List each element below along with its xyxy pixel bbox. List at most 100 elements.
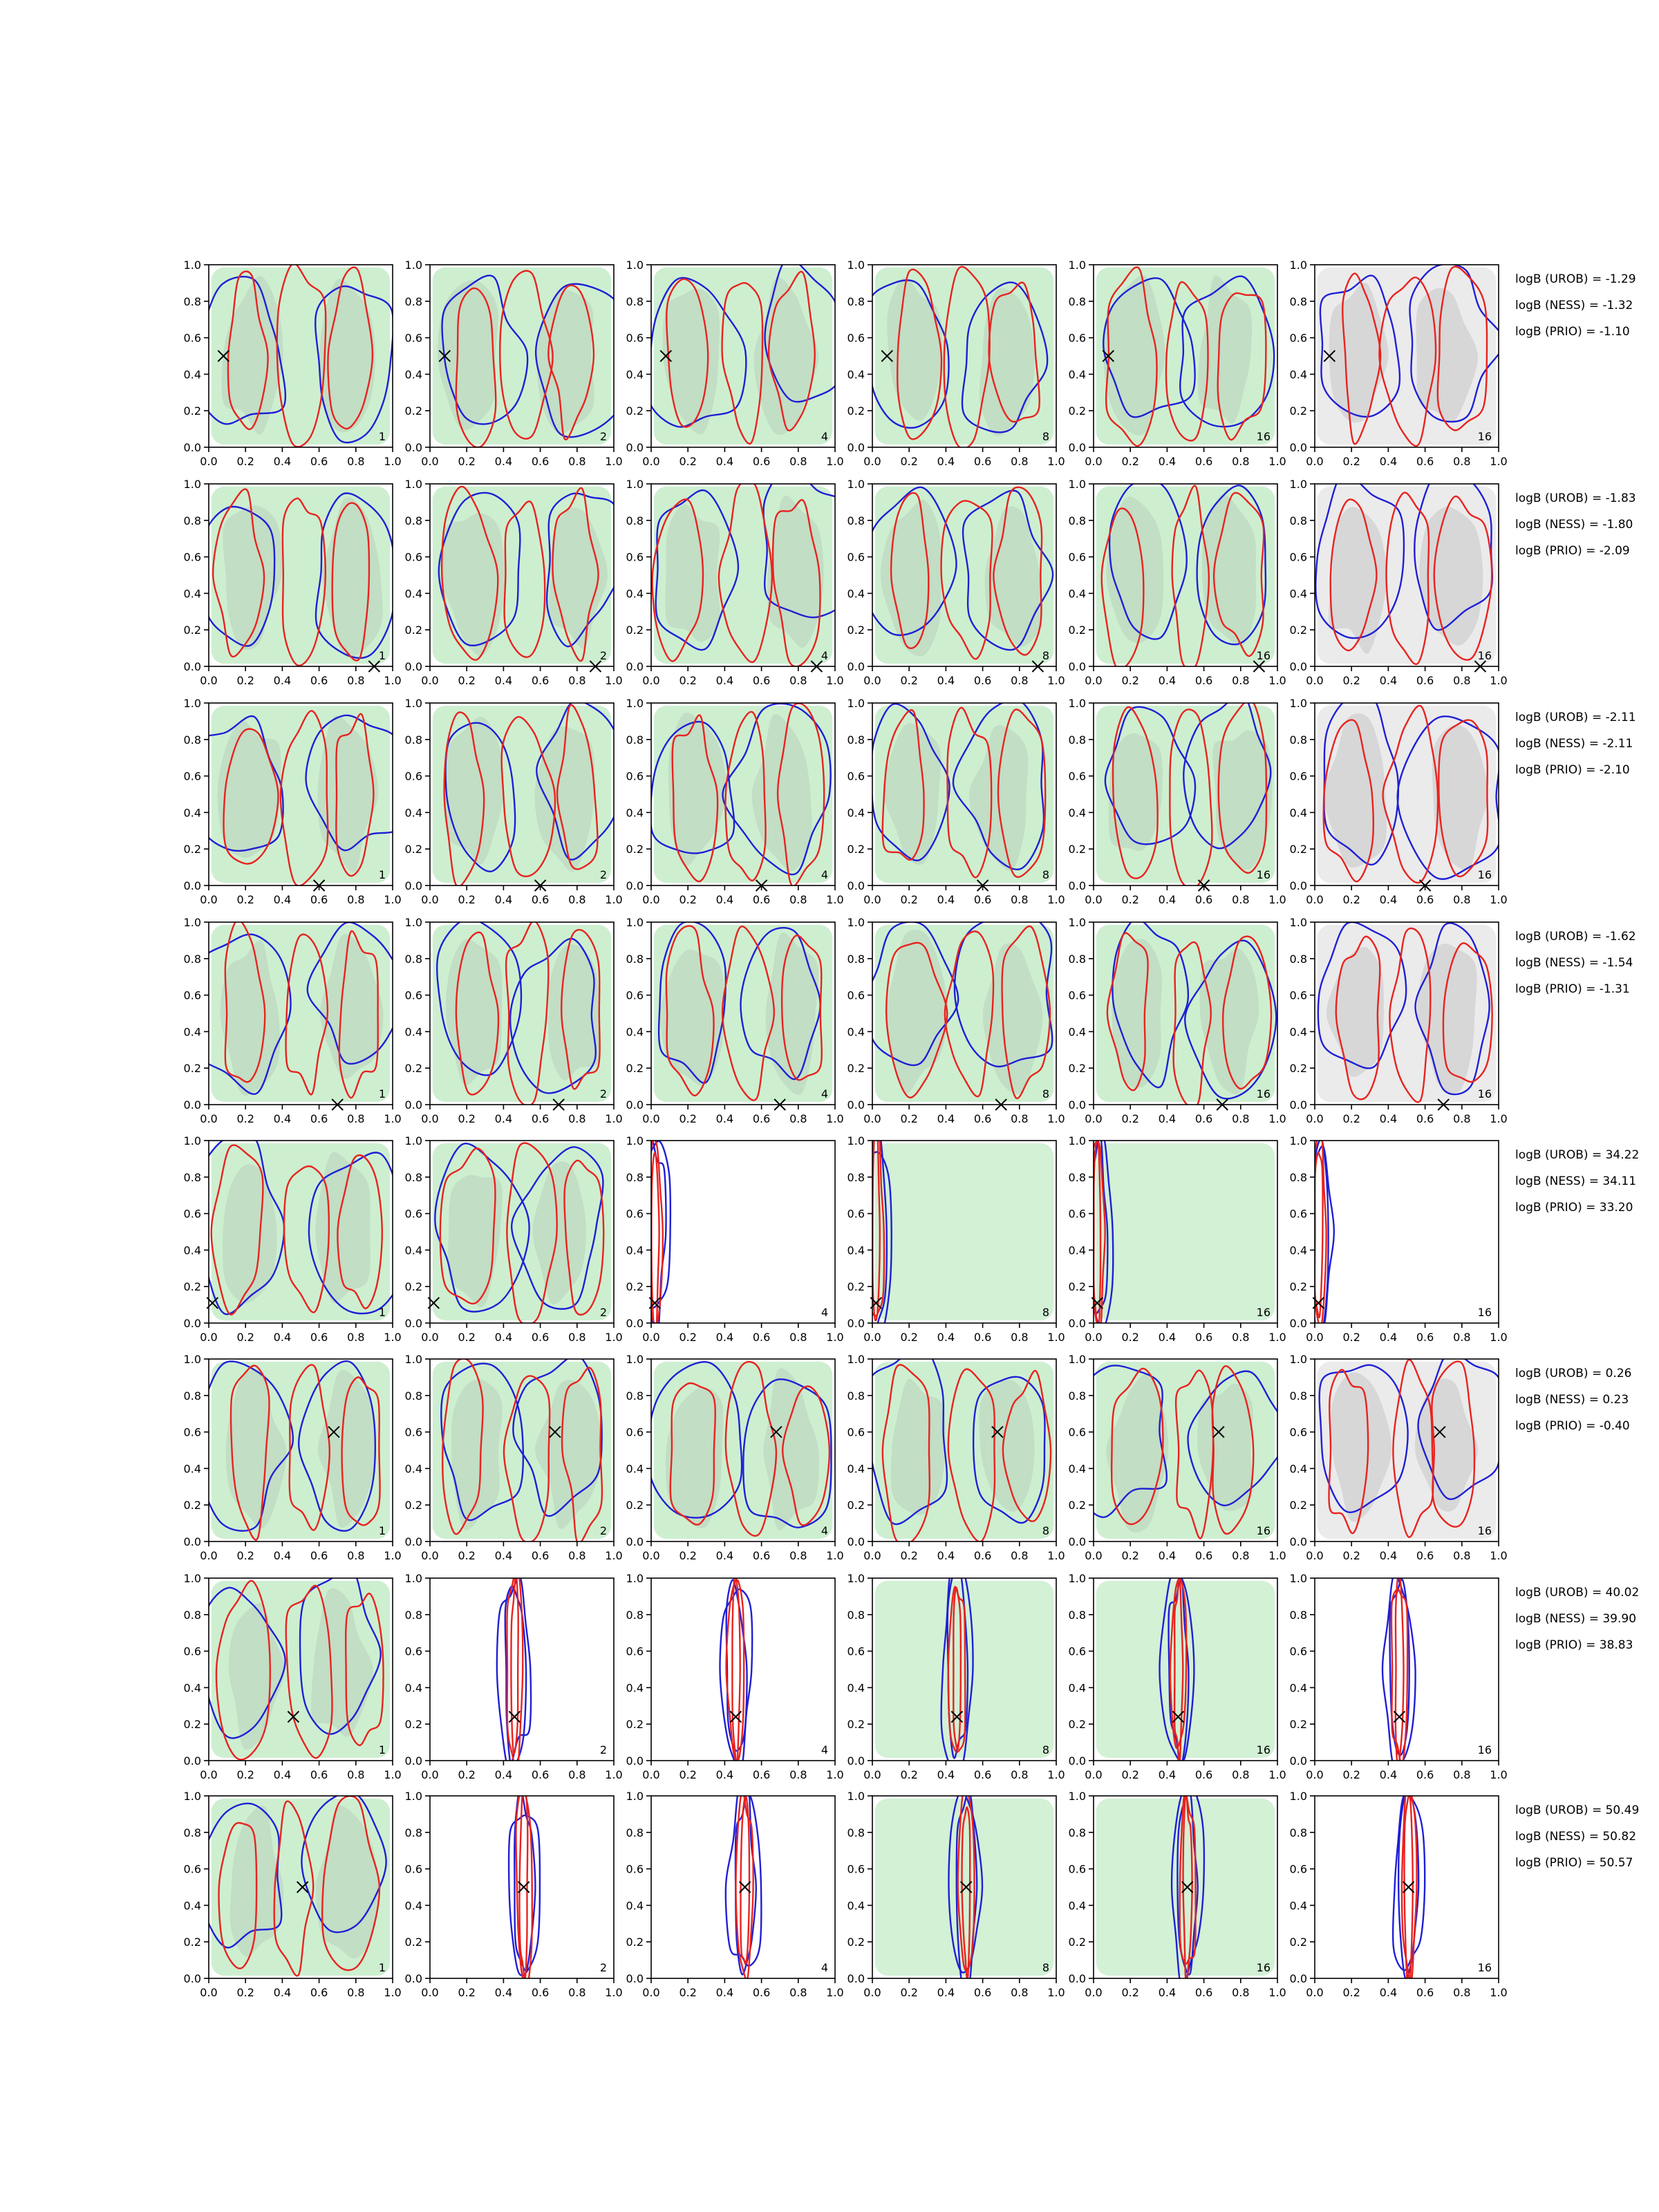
x-tick-label: 0.0 — [642, 1986, 659, 1999]
x-tick-label: 0.4 — [1380, 1986, 1397, 1999]
y-tick-label: 1.0 — [847, 259, 865, 272]
x-tick-label: 0.0 — [863, 1331, 881, 1344]
red-contour — [510, 1578, 519, 1754]
panel-r5-c1: 0.00.0 0.2 0.2 0.4 0.4 0.6 0.6 0.8 0.8 1.0 1.0 1 — [184, 1134, 402, 1344]
y-tick-label: 0.8 — [1069, 1826, 1086, 1839]
logb-annotation: logB (NESS) = 0.23 — [1515, 1393, 1629, 1407]
x-tick-label: 0.8 — [1232, 1768, 1249, 1781]
panel-r4-c3: 0.00.0 0.2 0.2 0.4 0.4 0.6 0.6 0.8 0.8 1.0 1.0 4 — [626, 916, 844, 1125]
red-contour — [1172, 941, 1212, 1105]
panel-r4-c2: 0.00.0 0.2 0.2 0.4 0.4 0.6 0.6 0.8 0.8 1.0 1.0 2 — [405, 916, 623, 1125]
y-tick-label: 0.2 — [184, 624, 201, 637]
y-tick-label: 0.6 — [405, 1426, 422, 1439]
y-tick-label: 0.4 — [1290, 587, 1307, 600]
x-tick-label: 1.0 — [1490, 674, 1507, 687]
y-tick-label: 1.0 — [1290, 1572, 1307, 1585]
density-fill — [1096, 1143, 1275, 1320]
y-tick-label: 0.0 — [1290, 1754, 1307, 1768]
true-value-marker — [328, 1425, 340, 1438]
y-tick-label: 1.0 — [847, 1134, 865, 1147]
panel-r3-c2: 0.00.0 0.2 0.2 0.4 0.4 0.6 0.6 0.8 0.8 1.0 1.0 2 — [405, 697, 623, 906]
y-tick-label: 0.4 — [405, 1681, 422, 1694]
y-tick-label: 0.6 — [405, 1208, 422, 1221]
blue-contour — [657, 922, 727, 1084]
x-tick-label: 0.4 — [1159, 893, 1176, 906]
x-tick-label: 0.6 — [974, 1768, 991, 1781]
y-tick-label: 0.0 — [1069, 441, 1086, 454]
logb-annotation: logB (PRIO) = -0.40 — [1515, 1419, 1630, 1433]
blue-contour — [1108, 484, 1188, 640]
red-contour — [1174, 1369, 1215, 1539]
x-tick-label: 1.0 — [605, 1986, 622, 1999]
panel-label: 2 — [600, 1524, 607, 1537]
blue-contour — [962, 489, 1054, 651]
panel-plot-area — [872, 265, 1053, 447]
x-tick-label: 1.0 — [605, 1549, 622, 1562]
y-tick-label: 0.4 — [184, 1899, 201, 1912]
red-contour — [1385, 491, 1430, 666]
density-core — [532, 1161, 586, 1305]
panel-r4-c1: 0.00.0 0.2 0.2 0.4 0.4 0.6 0.6 0.8 0.8 1.0 1.0 1 — [184, 916, 402, 1125]
red-contour — [776, 703, 825, 885]
red-contour — [455, 931, 500, 1096]
y-tick-label: 0.4 — [626, 1899, 644, 1912]
true-value-marker — [287, 1710, 300, 1723]
y-tick-label: 0.4 — [405, 1025, 422, 1038]
x-tick-label: 0.2 — [458, 674, 475, 687]
y-tick-label: 0.2 — [847, 404, 865, 418]
density-core — [767, 496, 824, 648]
y-tick-label: 1.0 — [184, 478, 201, 491]
density-core — [982, 943, 1043, 1094]
x-tick-label: 0.6 — [1195, 1549, 1212, 1562]
y-tick-label: 0.4 — [847, 1899, 865, 1912]
y-tick-label: 0.2 — [626, 1280, 644, 1293]
x-tick-label: 0.6 — [1416, 1331, 1434, 1344]
y-tick-label: 0.8 — [1290, 295, 1307, 308]
x-tick-label: 0.4 — [1159, 455, 1176, 468]
y-tick-label: 0.6 — [847, 1426, 865, 1439]
blue-contour — [764, 265, 835, 403]
panel-label: 1 — [379, 430, 386, 443]
x-tick-label: 1.0 — [384, 893, 401, 906]
y-tick-label: 0.0 — [1290, 879, 1307, 892]
x-tick-label: 0.2 — [236, 674, 254, 687]
panel-label: 16 — [1478, 1743, 1492, 1756]
x-tick-label: 1.0 — [605, 674, 622, 687]
blue-contour — [742, 1378, 832, 1528]
x-tick-label: 1.0 — [384, 1112, 401, 1125]
x-tick-label: 0.2 — [236, 1549, 254, 1562]
panel-frame — [1314, 1577, 1499, 1761]
x-tick-label: 0.4 — [495, 674, 512, 687]
y-tick-label: 0.8 — [184, 733, 201, 747]
y-tick-label: 0.6 — [626, 551, 644, 564]
y-tick-label: 0.6 — [1290, 770, 1307, 783]
y-tick-label: 0.2 — [184, 1280, 201, 1293]
panel-label: 8 — [1042, 1087, 1049, 1100]
x-tick-label: 0.4 — [937, 1768, 955, 1781]
y-tick-label: 0.0 — [184, 879, 201, 892]
x-tick-label: 0.4 — [274, 1331, 291, 1344]
panel-frame — [208, 1358, 393, 1542]
y-tick-label: 0.0 — [405, 1317, 422, 1330]
x-tick-label: 0.2 — [1121, 674, 1138, 687]
y-tick-label: 0.6 — [1069, 1863, 1086, 1876]
y-tick-label: 0.0 — [1069, 879, 1086, 892]
y-tick-label: 0.2 — [184, 1499, 201, 1512]
y-tick-label: 0.4 — [184, 368, 201, 381]
x-tick-label: 0.4 — [1159, 1549, 1176, 1562]
panel-frame — [208, 1140, 393, 1324]
y-tick-label: 1.0 — [405, 1134, 422, 1147]
x-tick-label: 0.8 — [1453, 893, 1470, 906]
y-tick-label: 0.0 — [1069, 660, 1086, 673]
blue-contour — [1103, 277, 1196, 418]
panel-frame — [872, 921, 1057, 1105]
red-contour — [556, 704, 599, 870]
x-tick-label: 0.2 — [679, 893, 696, 906]
x-tick-label: 0.4 — [274, 1986, 291, 1999]
y-tick-label: 0.2 — [184, 1936, 201, 1949]
x-tick-label: 0.0 — [200, 893, 217, 906]
logb-annotation: logB (NESS) = 50.82 — [1515, 1830, 1636, 1844]
true-value-marker — [1102, 350, 1114, 362]
x-tick-label: 0.0 — [1085, 1986, 1102, 1999]
x-tick-label: 1.0 — [1047, 1549, 1065, 1562]
